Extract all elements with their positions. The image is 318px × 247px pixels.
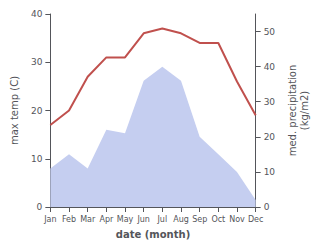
svg-text:Dec: Dec: [248, 215, 263, 224]
svg-text:20: 20: [31, 106, 43, 116]
svg-text:Feb: Feb: [62, 215, 76, 224]
svg-text:30: 30: [31, 57, 43, 67]
svg-text:50: 50: [264, 27, 276, 37]
svg-text:Oct: Oct: [211, 215, 225, 224]
svg-text:0: 0: [37, 202, 43, 212]
svg-text:20: 20: [264, 132, 276, 142]
svg-text:Jun: Jun: [136, 215, 150, 224]
svg-text:Jul: Jul: [157, 215, 168, 224]
svg-text:30: 30: [264, 97, 276, 107]
svg-text:May: May: [117, 215, 134, 224]
svg-text:Jan: Jan: [43, 215, 56, 224]
svg-text:40: 40: [264, 62, 276, 72]
svg-text:max temp (C): max temp (C): [9, 76, 20, 145]
svg-text:Sep: Sep: [192, 215, 207, 224]
svg-text:Mar: Mar: [80, 215, 96, 224]
svg-text:med. precipitation: med. precipitation: [287, 65, 298, 157]
svg-text:(kg/m2): (kg/m2): [299, 91, 310, 131]
svg-text:0: 0: [264, 202, 270, 212]
svg-text:Apr: Apr: [99, 215, 114, 224]
svg-text:Aug: Aug: [173, 215, 189, 224]
svg-text:10: 10: [264, 167, 276, 177]
svg-text:Nov: Nov: [229, 215, 245, 224]
svg-text:10: 10: [31, 154, 43, 164]
svg-text:date (month): date (month): [116, 229, 190, 240]
svg-text:40: 40: [31, 9, 43, 19]
